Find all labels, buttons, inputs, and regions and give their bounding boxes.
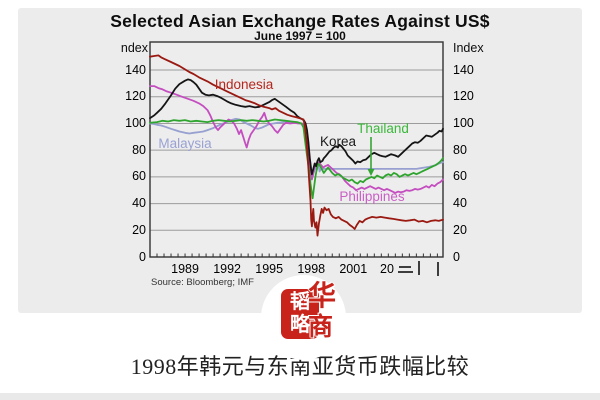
- glitch-artifact: [418, 261, 420, 275]
- y-tick-left-20: 20: [132, 222, 146, 237]
- x-tick-2001: 2001: [339, 262, 368, 276]
- y-tick-left-140: 140: [125, 62, 146, 77]
- y-tick-right-20: 20: [453, 222, 467, 237]
- chart-subtitle: June 1997 = 100: [254, 29, 346, 43]
- y-tick-left-100: 100: [125, 115, 146, 130]
- seal-red-chars: 华 商: [308, 280, 337, 342]
- seal-char-tao: 韬: [290, 291, 310, 313]
- glitch-artifact: [399, 266, 411, 268]
- y-tick-left-60: 60: [132, 169, 146, 184]
- x-tick-1989: 1989: [171, 262, 199, 276]
- x-tick-1995: 1995: [255, 262, 284, 276]
- glitch-artifact: [437, 262, 439, 276]
- y-axis-label-right: Index: [453, 41, 484, 55]
- glitch-artifact: [398, 271, 413, 273]
- chart-title: Selected Asian Exchange Rates Against US…: [110, 11, 490, 31]
- seal-char-hua: 华: [308, 280, 337, 311]
- y-tick-right-120: 120: [453, 89, 474, 104]
- y-tick-left-120: 120: [125, 89, 146, 104]
- y-tick-right-0: 0: [453, 249, 460, 264]
- source-note: Source: Bloomberg; IMF: [151, 277, 254, 288]
- series-label-korea: Korea: [319, 134, 357, 149]
- series-label-indonesia: Indonesia: [214, 77, 274, 92]
- y-tick-left-0: 0: [139, 249, 146, 264]
- seal-char-shang: 商: [308, 313, 334, 341]
- y-tick-right-140: 140: [453, 62, 474, 77]
- x-tick-partial-2004: 20: [380, 262, 394, 276]
- series-label-thailand: Thailand: [357, 121, 409, 136]
- x-tick-1992: 1992: [213, 262, 241, 276]
- y-tick-left-40: 40: [132, 196, 146, 211]
- x-tick-1998: 1998: [297, 262, 326, 276]
- y-tick-right-60: 60: [453, 169, 467, 184]
- seal-red-square: 韬 略: [281, 289, 319, 339]
- series-label-malaysia: Malaysia: [158, 136, 212, 151]
- series-label-philippines: Philippines: [339, 189, 405, 204]
- y-tick-right-80: 80: [453, 142, 467, 157]
- y-tick-right-100: 100: [453, 115, 474, 130]
- y-axis-label-left: ndex: [120, 41, 148, 55]
- y-tick-left-80: 80: [132, 142, 146, 157]
- seal-char-lue: 略: [290, 314, 310, 336]
- watermark-seal: 韬 略 华 商: [261, 275, 346, 360]
- y-tick-right-40: 40: [453, 196, 467, 211]
- bottom-strip: [0, 393, 600, 400]
